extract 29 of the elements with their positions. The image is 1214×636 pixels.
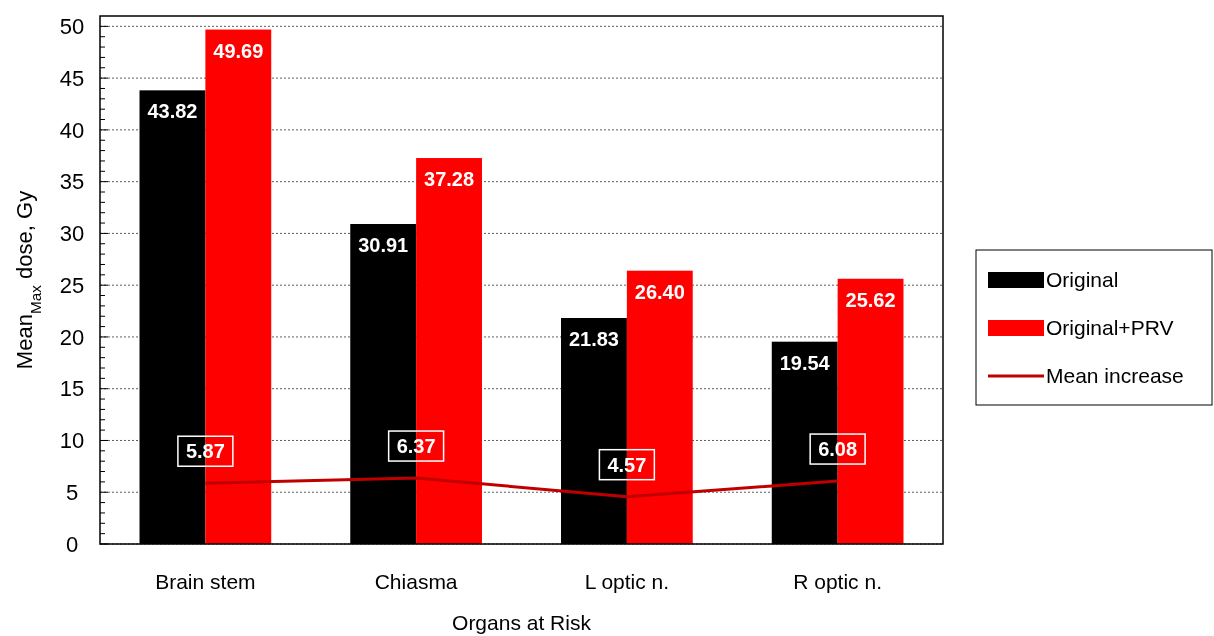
- y-tick-label: 40: [59, 117, 85, 143]
- legend-label: Mean increase: [1046, 364, 1184, 388]
- data-label: 30.91: [358, 233, 409, 256]
- x-tick-label: R optic n.: [793, 570, 882, 593]
- x-tick-label: Brain stem: [155, 570, 256, 593]
- data-label: 19.54: [779, 351, 831, 374]
- data-label: 25.62: [845, 288, 896, 311]
- legend-label: Original: [1046, 268, 1119, 292]
- y-tick-label: 5: [65, 479, 79, 505]
- y-tick-label: 25: [59, 272, 85, 298]
- y-tick-label: 30: [59, 221, 85, 247]
- legend-label: Original+PRV: [1046, 316, 1174, 340]
- y-tick-label: 45: [59, 65, 85, 91]
- x-axis-title: Organs at Risk: [452, 611, 592, 634]
- data-label: 21.83: [568, 328, 619, 350]
- data-label: 26.40: [634, 280, 685, 303]
- data-label: 49.69: [213, 39, 264, 62]
- y-tick-label: 35: [59, 169, 85, 195]
- data-label: 37.28: [424, 168, 475, 191]
- y-tick-label: 50: [59, 14, 85, 40]
- x-tick-label: Chiasma: [374, 570, 458, 593]
- y-tick-label: 15: [59, 376, 85, 402]
- y-tick-label: 0: [65, 531, 79, 557]
- data-label: 6.37: [396, 435, 436, 458]
- data-label: 43.82: [147, 100, 198, 123]
- y-tick-label: 20: [59, 324, 85, 350]
- line-series: [203, 476, 840, 499]
- y-tick-label: 10: [59, 428, 85, 454]
- x-tick-label: L optic n.: [584, 570, 670, 593]
